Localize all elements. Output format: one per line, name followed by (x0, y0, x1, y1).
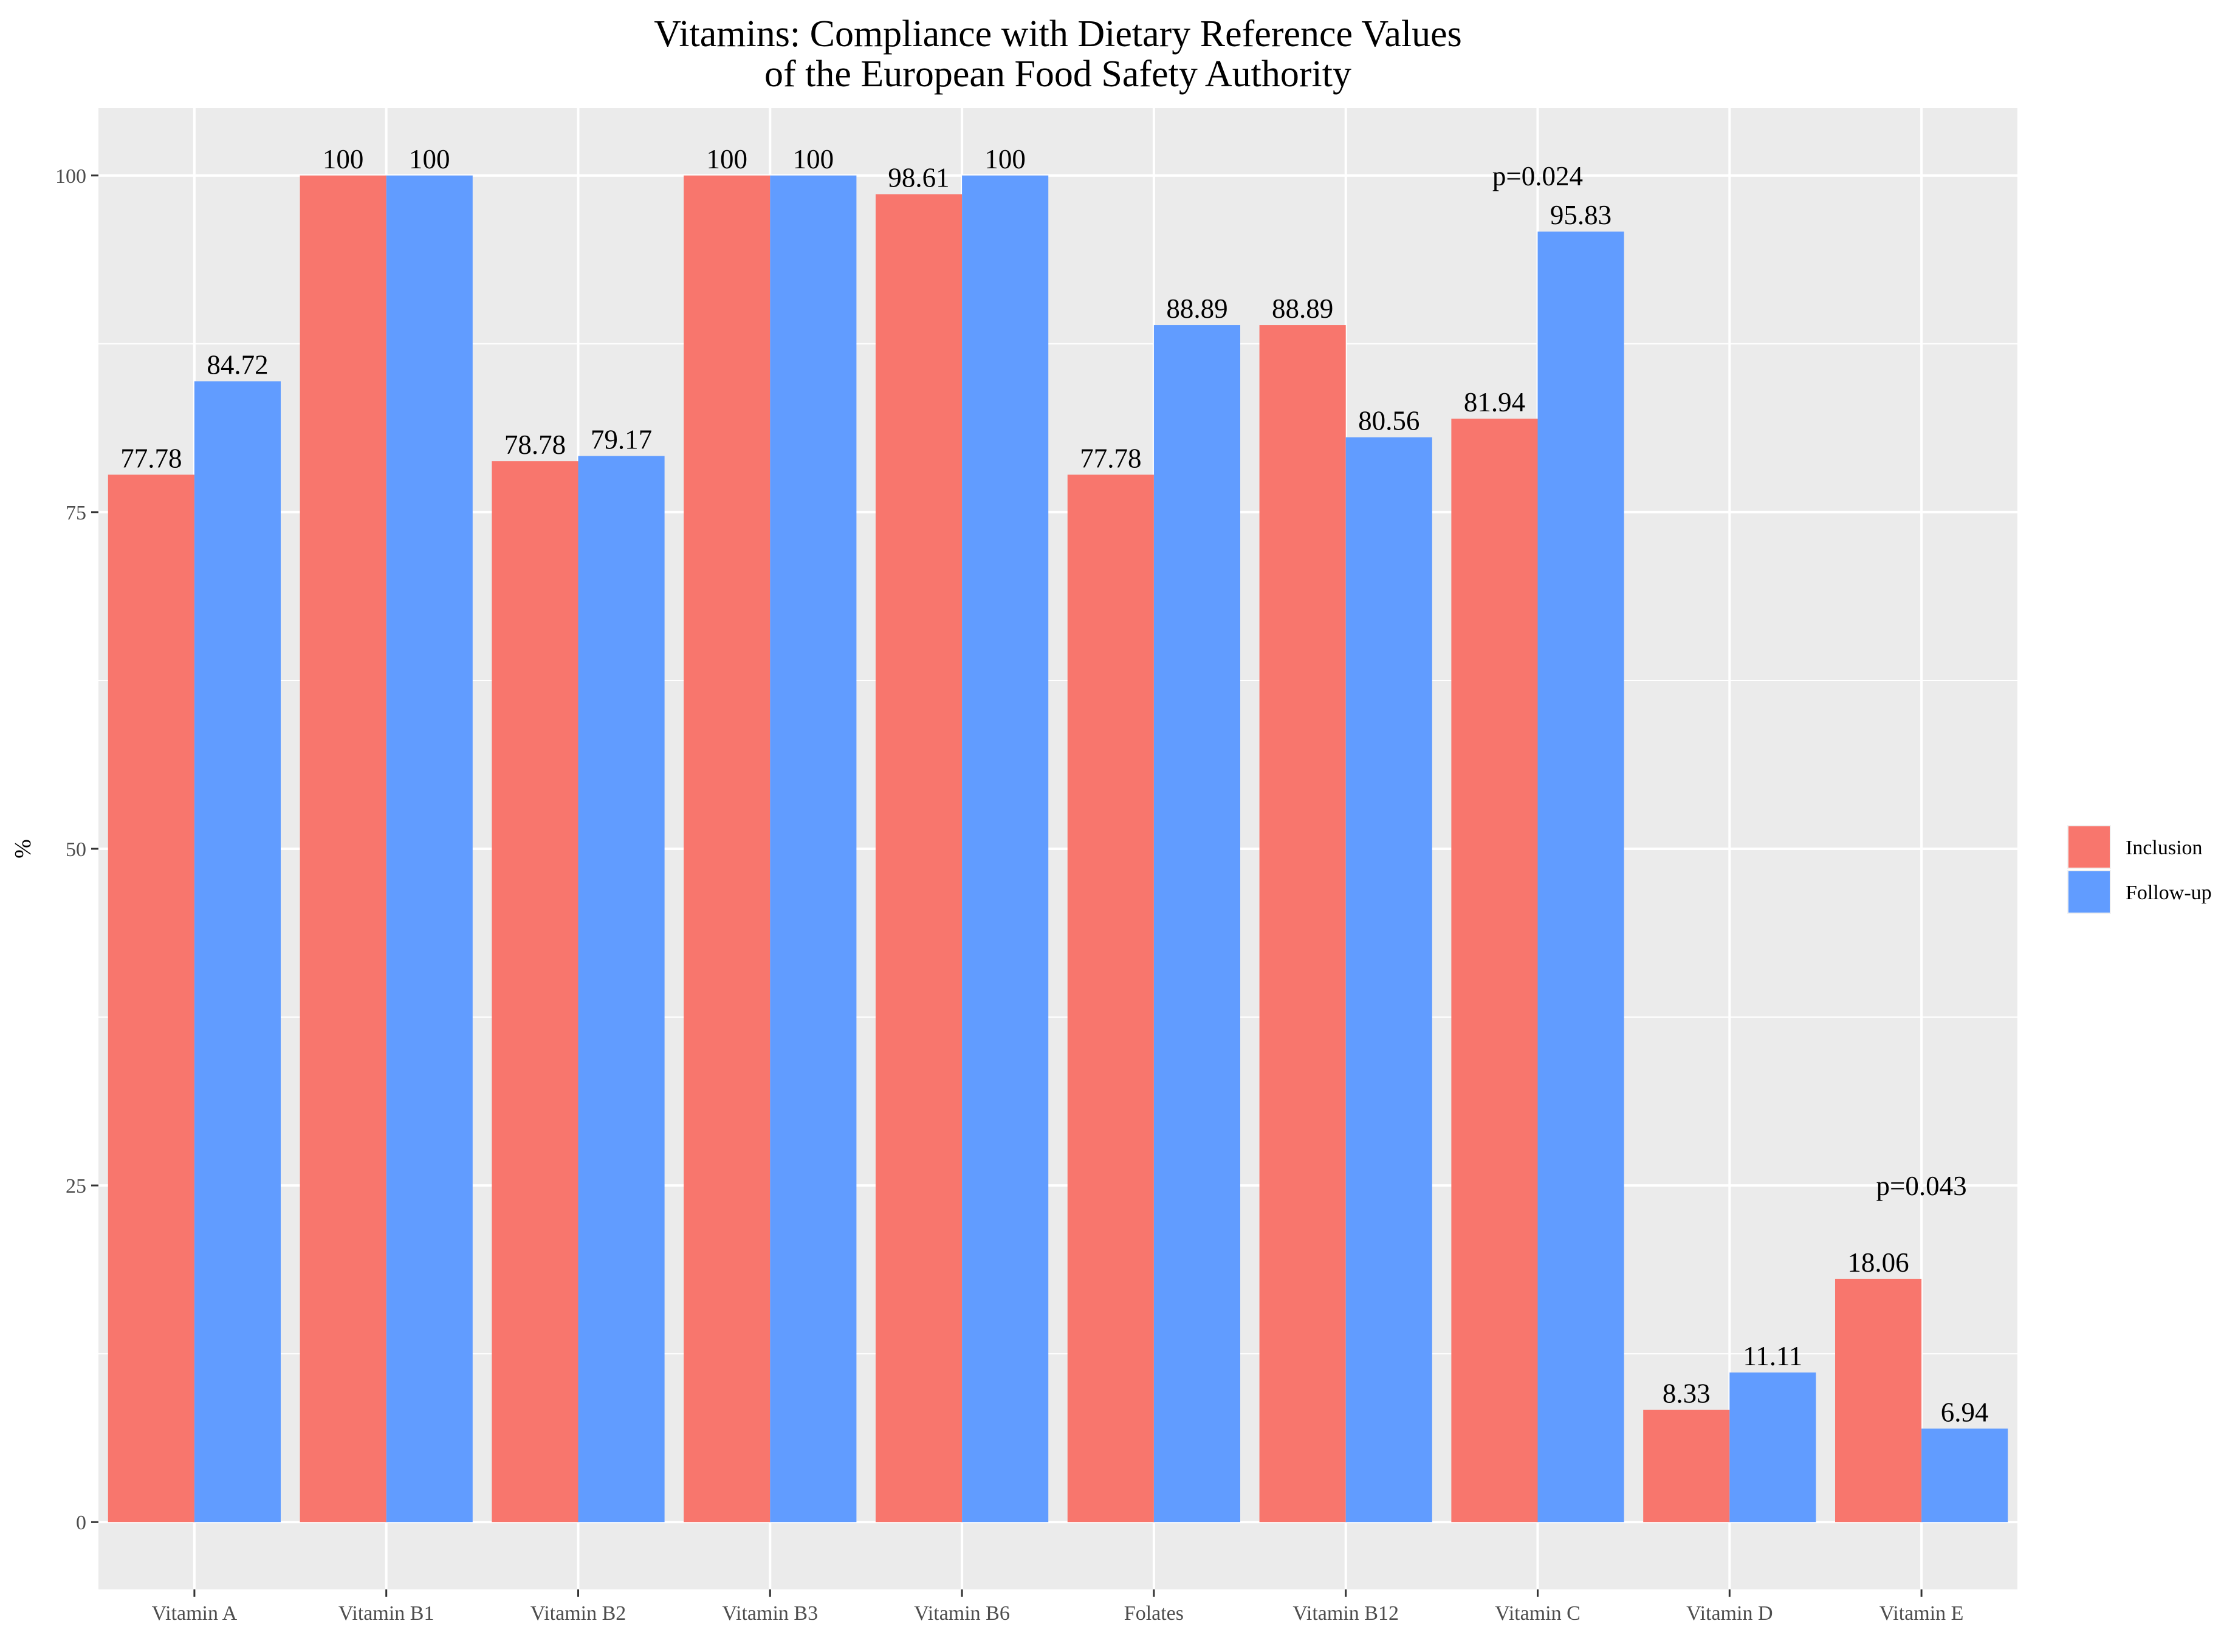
bar-follow-up-vitamin-a (194, 381, 281, 1523)
bar-inclusion-vitamin-b1 (300, 175, 386, 1523)
legend-label-inclusion: Inclusion (2126, 837, 2203, 859)
bar-label-inclusion-vitamin-c: 81.94 (1464, 387, 1525, 417)
bar-follow-up-vitamin-e (1921, 1428, 2008, 1523)
bar-label-follow-up-vitamin-d: 11.11 (1743, 1341, 1802, 1371)
bar-follow-up-vitamin-b3 (770, 175, 857, 1523)
x-tick-label-vitamin-d: Vitamin D (1686, 1602, 1773, 1625)
y-axis: 0 25 50 75 100 (55, 165, 98, 1534)
x-tick-label-vitamin-e: Vitamin E (1879, 1602, 1964, 1625)
p-value-annotation-vitamin-e: p=0.043 (1876, 1171, 1967, 1201)
bar-label-follow-up-vitamin-b3: 100 (793, 144, 834, 174)
bar-inclusion-vitamin-b3 (684, 175, 771, 1523)
bar-inclusion-vitamin-a (108, 475, 194, 1523)
bar-label-follow-up-folates: 88.89 (1166, 293, 1227, 324)
bar-label-follow-up-vitamin-b1: 100 (409, 144, 450, 174)
x-tick-label-vitamin-a: Vitamin A (152, 1602, 238, 1625)
legend-swatch-follow-up (2068, 871, 2110, 913)
bar-label-follow-up-vitamin-a: 84.72 (207, 349, 268, 380)
bar-follow-up-vitamin-b12 (1345, 437, 1432, 1523)
x-tick-label-vitamin-b2: Vitamin B2 (530, 1602, 626, 1625)
legend-label-follow-up: Follow-up (2126, 882, 2212, 904)
bar-value-labels: 77.78 100 78.78 100 98.61 77.78 88.89 81.94 8.33… (120, 144, 1988, 1428)
legend: Inclusion Follow-up (2067, 825, 2212, 914)
bar-label-inclusion-vitamin-b12: 88.89 (1272, 293, 1333, 324)
x-tick-label-vitamin-b12: Vitamin B12 (1292, 1602, 1399, 1625)
bar-label-follow-up-vitamin-e: 6.94 (1941, 1397, 1989, 1427)
x-tick-label-vitamin-c: Vitamin C (1495, 1602, 1581, 1625)
y-tick-label: 100 (55, 165, 86, 188)
x-axis: Vitamin A Vitamin B1 Vitamin B2 Vitamin B3 V… (152, 1589, 1964, 1625)
bar-label-inclusion-vitamin-e: 18.06 (1847, 1247, 1909, 1278)
chart-title: Vitamins: Compliance with Dietary Refere… (654, 13, 1461, 55)
bar-label-inclusion-vitamin-b6: 98.61 (888, 163, 949, 193)
bar-label-inclusion-folates: 77.78 (1080, 443, 1141, 473)
bar-inclusion-folates (1067, 475, 1154, 1523)
bar-follow-up-vitamin-c (1537, 231, 1624, 1523)
bar-label-inclusion-vitamin-b3: 100 (706, 144, 747, 174)
bar-label-follow-up-vitamin-b2: 79.17 (591, 424, 652, 454)
bar-follow-up-folates (1153, 325, 1241, 1523)
y-tick-label: 75 (66, 502, 86, 524)
bar-follow-up-vitamin-d (1729, 1372, 1816, 1523)
bar-inclusion-vitamin-b2 (492, 461, 578, 1523)
y-tick-label: 50 (66, 838, 86, 861)
y-tick-label: 0 (76, 1512, 86, 1534)
bar-inclusion-vitamin-e (1835, 1278, 1922, 1523)
bar-label-inclusion-vitamin-b1: 100 (323, 144, 364, 174)
bar-label-inclusion-vitamin-b2: 78.78 (504, 430, 566, 460)
p-value-annotation-vitamin-c: p=0.024 (1492, 161, 1583, 191)
legend-swatch-inclusion (2068, 826, 2110, 868)
bar-follow-up-vitamin-b2 (578, 456, 665, 1523)
bar-follow-up-vitamin-b1 (386, 175, 473, 1523)
bar-inclusion-vitamin-c (1451, 419, 1538, 1523)
bar-label-follow-up-vitamin-b12: 80.56 (1358, 406, 1419, 436)
y-tick-label: 25 (66, 1175, 86, 1198)
bar-label-follow-up-vitamin-c: 95.83 (1550, 200, 1612, 230)
bar-label-follow-up-vitamin-b6: 100 (984, 144, 1026, 174)
x-tick-label-folates: Folates (1124, 1602, 1184, 1625)
bar-label-inclusion-vitamin-a: 77.78 (120, 443, 182, 473)
chart-subtitle: of the European Food Safety Authority (764, 53, 1351, 95)
significance-annotations: p=0.024 p=0.043 (1492, 161, 1967, 1201)
bar-follow-up-vitamin-b6 (962, 175, 1049, 1523)
x-tick-label-vitamin-b6: Vitamin B6 (914, 1602, 1010, 1625)
bar-inclusion-vitamin-b12 (1259, 325, 1346, 1523)
x-tick-label-vitamin-b3: Vitamin B3 (723, 1602, 819, 1625)
x-tick-label-vitamin-b1: Vitamin B1 (338, 1602, 434, 1625)
bars (108, 175, 2008, 1523)
bar-inclusion-vitamin-d (1643, 1410, 1730, 1523)
bar-label-inclusion-vitamin-d: 8.33 (1663, 1379, 1711, 1409)
y-axis-label: % (10, 839, 36, 859)
bar-inclusion-vitamin-b6 (875, 194, 963, 1523)
